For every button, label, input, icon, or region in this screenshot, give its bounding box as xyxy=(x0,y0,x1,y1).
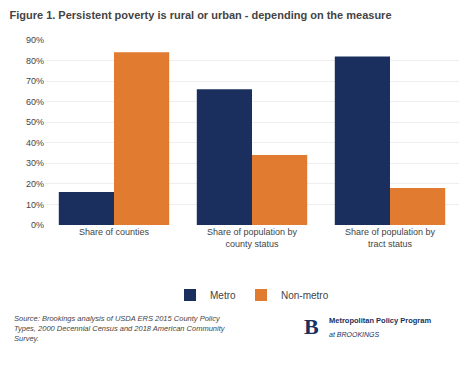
svg-text:20%: 20% xyxy=(26,179,44,189)
svg-text:90%: 90% xyxy=(26,35,44,45)
svg-text:Share of population bycounty s: Share of population bycounty status xyxy=(207,227,298,249)
svg-text:Source: Brookings analysis of: Source: Brookings analysis of USDA ERS 2… xyxy=(14,314,226,343)
svg-text:Metro: Metro xyxy=(210,290,236,301)
svg-text:B: B xyxy=(304,314,319,339)
svg-text:Share of counties: Share of counties xyxy=(79,227,150,237)
svg-text:40%: 40% xyxy=(26,138,44,148)
svg-text:50%: 50% xyxy=(26,117,44,127)
svg-text:10%: 10% xyxy=(26,200,44,210)
svg-text:Share of population bytract st: Share of population bytract status xyxy=(345,227,436,249)
svg-text:Metropolitan Policy Program: Metropolitan Policy Program xyxy=(329,316,431,325)
svg-text:70%: 70% xyxy=(26,76,44,86)
svg-text:at BROOKINGS: at BROOKINGS xyxy=(329,331,380,338)
svg-text:Non-metro: Non-metro xyxy=(281,290,329,301)
svg-text:60%: 60% xyxy=(26,97,44,107)
svg-text:30%: 30% xyxy=(26,158,44,168)
svg-text:Figure 1. Persistent poverty i: Figure 1. Persistent poverty is rural or… xyxy=(9,9,391,21)
svg-text:80%: 80% xyxy=(26,56,44,66)
svg-text:0%: 0% xyxy=(31,220,44,230)
